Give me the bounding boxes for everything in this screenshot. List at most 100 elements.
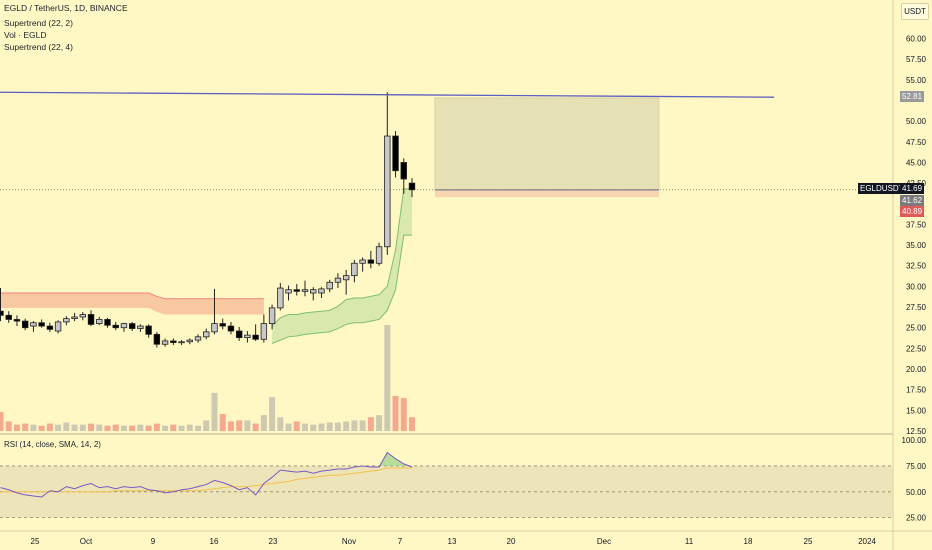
- candle-body: [285, 289, 292, 294]
- volume-bar: [384, 325, 391, 431]
- candle-body: [334, 277, 342, 283]
- rsi-indicator-label[interactable]: RSI (14, close, SMA, 14, 2): [4, 440, 101, 449]
- candle-body: [71, 316, 78, 320]
- supertrend-up-outer-line: [271, 234, 412, 344]
- volume-bar: [170, 424, 177, 431]
- candle-body: [87, 314, 95, 325]
- candle-body: [408, 182, 416, 191]
- candle-body: [170, 340, 177, 343]
- x-tick-label: 25: [804, 537, 813, 546]
- rsi-tick-label: 25.00: [906, 514, 927, 523]
- price-tag-three: 40.89: [900, 206, 925, 217]
- y-tick-label: 35.00: [906, 241, 927, 250]
- candle-body: [326, 281, 333, 290]
- candle-body: [244, 334, 251, 339]
- candle-body: [54, 321, 62, 332]
- y-tick-label: 50.00: [906, 117, 927, 126]
- y-tick-label: 32.50: [906, 262, 927, 271]
- y-tick-label: 47.50: [906, 138, 927, 147]
- volume-bar: [162, 425, 169, 431]
- target-zone: [0, 97, 893, 198]
- volume-bar: [277, 417, 284, 431]
- volume-bar: [5, 421, 12, 431]
- last-price-tag: 41.69: [900, 183, 925, 194]
- volume-bar: [22, 423, 29, 431]
- candle-body: [400, 162, 407, 180]
- candle-body: [104, 319, 111, 326]
- candle-body: [260, 323, 268, 340]
- candle-body: [310, 289, 317, 294]
- x-tick-label: 23: [269, 537, 278, 546]
- indicator-supertrend-22-2[interactable]: Supertrend (22, 2): [4, 18, 73, 28]
- volume-bar: [120, 425, 127, 431]
- candle-body: [21, 320, 29, 329]
- candle-body: [0, 310, 4, 316]
- volume-bar: [178, 425, 185, 431]
- rsi-sma-line: [0, 467, 412, 493]
- candle-body: [227, 325, 235, 332]
- volume-bar: [96, 424, 103, 431]
- volume-bar: [195, 425, 202, 431]
- candle-body: [63, 318, 70, 323]
- indicator-supertrend-22-4[interactable]: Supertrend (22, 4): [4, 42, 73, 52]
- x-tick-label: 2024: [858, 537, 876, 546]
- supertrend-down-line: [0, 292, 264, 300]
- x-tick-label: 7: [398, 537, 403, 546]
- candle-body: [137, 325, 144, 329]
- volume-bar: [219, 414, 226, 431]
- candle-body: [342, 275, 350, 281]
- volume-bar: [145, 425, 152, 431]
- y-tick-label: 12.50: [906, 427, 927, 436]
- volume-bar: [203, 420, 210, 431]
- candle-body: [318, 288, 325, 294]
- volume-bar: [376, 415, 383, 431]
- volume-bar: [244, 420, 251, 431]
- rsi-band: [0, 465, 893, 519]
- candle-body: [13, 319, 21, 322]
- candle-body: [96, 319, 103, 324]
- candle-body: [384, 135, 391, 248]
- indicator-volume[interactable]: Vol · EGLD: [4, 30, 47, 40]
- currency-unit-button[interactable]: USDT: [901, 3, 929, 20]
- volume-bar: [30, 424, 37, 431]
- volume-bar: [88, 423, 95, 431]
- y-tick-label: 15.00: [906, 406, 927, 415]
- candle-body: [178, 341, 185, 344]
- y-tick-label: 57.50: [906, 55, 927, 64]
- candle-body: [186, 339, 193, 343]
- candle-body: [375, 246, 383, 264]
- supertrend-down-fill: [0, 293, 264, 315]
- volume-bar: [104, 425, 111, 431]
- volume-bar: [79, 424, 86, 431]
- candle-body: [392, 135, 399, 172]
- candle-body: [153, 333, 161, 345]
- x-tick-label: 13: [448, 537, 457, 546]
- candle-body: [252, 334, 259, 340]
- candle-body: [161, 340, 169, 345]
- rsi-line: [0, 451, 413, 498]
- volume-bar: [293, 421, 300, 431]
- candle-body: [211, 323, 218, 333]
- symbol-title[interactable]: EGLD / TetherUS, 1D, BINANCE: [4, 3, 128, 13]
- candle-body: [79, 314, 86, 318]
- supertrend-up-line: [271, 188, 412, 327]
- symbol-tag: EGLDUSDT: [858, 183, 906, 194]
- candle-body: [128, 323, 136, 329]
- x-tick-label: 16: [210, 537, 219, 546]
- candle-body: [46, 325, 54, 330]
- volume-bar: [13, 424, 20, 431]
- y-tick-label: 55.00: [906, 76, 927, 85]
- y-tick-label: 37.50: [906, 220, 927, 229]
- volume-bar: [285, 423, 292, 431]
- candle-body: [5, 314, 12, 320]
- volume-bar: [38, 425, 45, 431]
- x-tick-label: 9: [151, 537, 156, 546]
- volume-bar: [211, 392, 218, 431]
- volume-bar: [260, 415, 267, 431]
- candle-body: [367, 259, 375, 264]
- y-tick-label: 20.00: [906, 365, 927, 374]
- volume-bar: [236, 420, 243, 431]
- volume-bar: [326, 422, 333, 431]
